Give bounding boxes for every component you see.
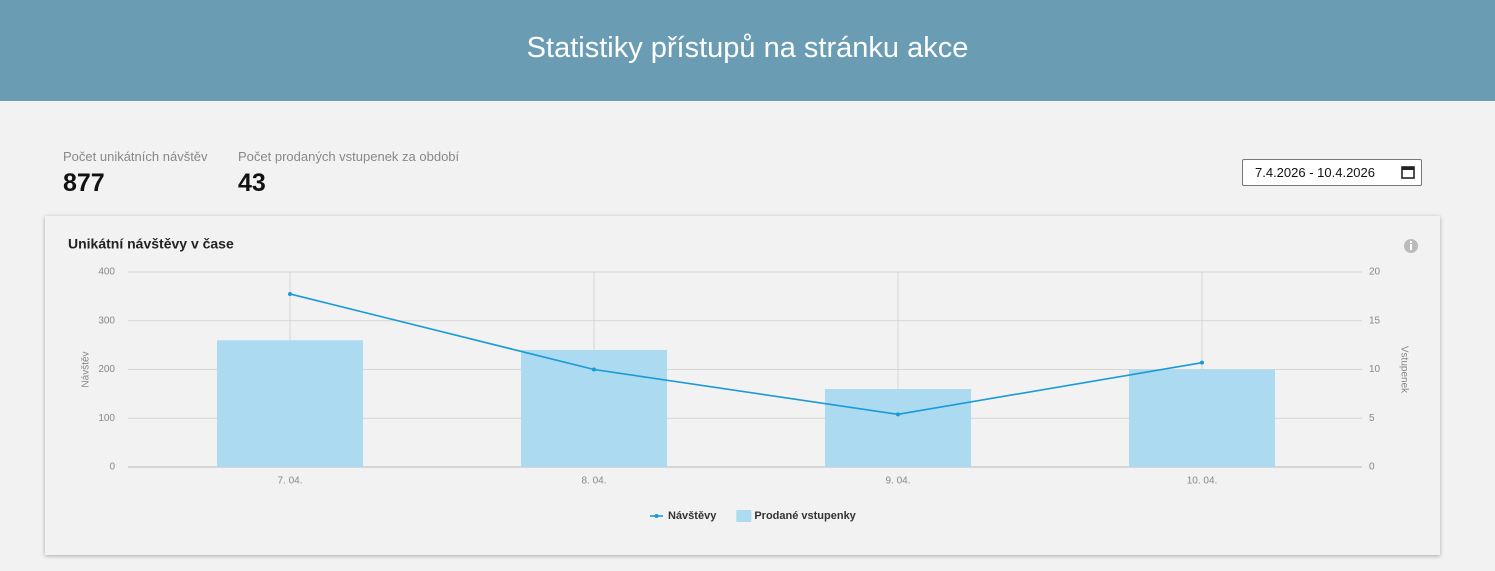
line-point: [288, 291, 292, 296]
x-tick-label: 7. 04.: [277, 476, 302, 487]
legend-swatch: [736, 510, 752, 522]
chart: Unikátní návštěvy v čase 0 100 200 300 400 0 5…: [68, 236, 1418, 522]
info-icon[interactable]: [1404, 239, 1418, 253]
legend-swatch: [654, 514, 659, 518]
bar: [1129, 369, 1275, 467]
stat-value: 877: [63, 169, 105, 197]
date-range: 7.4.2026 - 10.4.2026: [1255, 165, 1375, 180]
x-tick-label: 10. 04.: [1187, 476, 1218, 487]
line-point: [592, 367, 596, 372]
y2-tick-label: 20: [1369, 267, 1381, 278]
y-tick-label: 100: [98, 413, 115, 424]
bar: [825, 389, 971, 467]
y2-tick-label: 5: [1369, 413, 1375, 424]
y2-axis-label: Vstupenek: [1398, 346, 1409, 394]
bar: [217, 340, 363, 467]
line-point: [1200, 360, 1204, 365]
stat-value: 43: [238, 169, 266, 197]
line: [289, 293, 1203, 416]
y2-tick-label: 0: [1369, 462, 1375, 473]
legend-label: Návštěvy: [668, 510, 717, 522]
legend-label: Prodané vstupenky: [754, 510, 856, 522]
y2-tick-label: 15: [1369, 315, 1381, 326]
stat-label: Počet unikátních návštěv: [63, 149, 208, 164]
stat-label: Počet prodaných vstupenek za období: [238, 149, 460, 164]
page-title: Statistiky přístupů na stránku akce: [526, 32, 969, 64]
line-point: [896, 412, 900, 417]
chart-card: Unikátní návštěvy v čase 0 100 200 300 400 0 5…: [45, 216, 1440, 555]
date-range-input[interactable]: 7.4.2026 - 10.4.2026: [1242, 159, 1422, 186]
y2-tick-label: 10: [1369, 364, 1381, 375]
x-tick-label: 9. 04.: [885, 476, 910, 487]
header: Statistiky přístupů na stránku akce: [0, 0, 1495, 101]
chart-title: Unikátní návštěvy v čase: [68, 236, 234, 252]
x-tick-label: 8. 04.: [581, 476, 606, 487]
y-tick-label: 200: [98, 364, 115, 375]
y-tick-label: 400: [98, 267, 115, 278]
y-tick-label: 0: [109, 462, 115, 473]
calendar-icon[interactable]: [1401, 165, 1415, 179]
y-axis-label: Návštěv: [81, 351, 92, 387]
y-tick-label: 300: [98, 315, 115, 326]
